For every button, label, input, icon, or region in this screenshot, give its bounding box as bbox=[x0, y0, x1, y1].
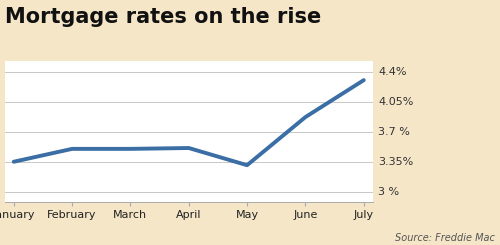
Text: Mortgage rates on the rise: Mortgage rates on the rise bbox=[5, 7, 321, 27]
Text: 3.7 %: 3.7 % bbox=[378, 127, 410, 137]
Text: 4.05%: 4.05% bbox=[378, 97, 414, 107]
Text: 3 %: 3 % bbox=[378, 187, 400, 197]
Text: 3.35%: 3.35% bbox=[378, 157, 414, 167]
Text: Source: Freddie Mac: Source: Freddie Mac bbox=[395, 233, 495, 243]
Text: 4.4%: 4.4% bbox=[378, 67, 407, 76]
